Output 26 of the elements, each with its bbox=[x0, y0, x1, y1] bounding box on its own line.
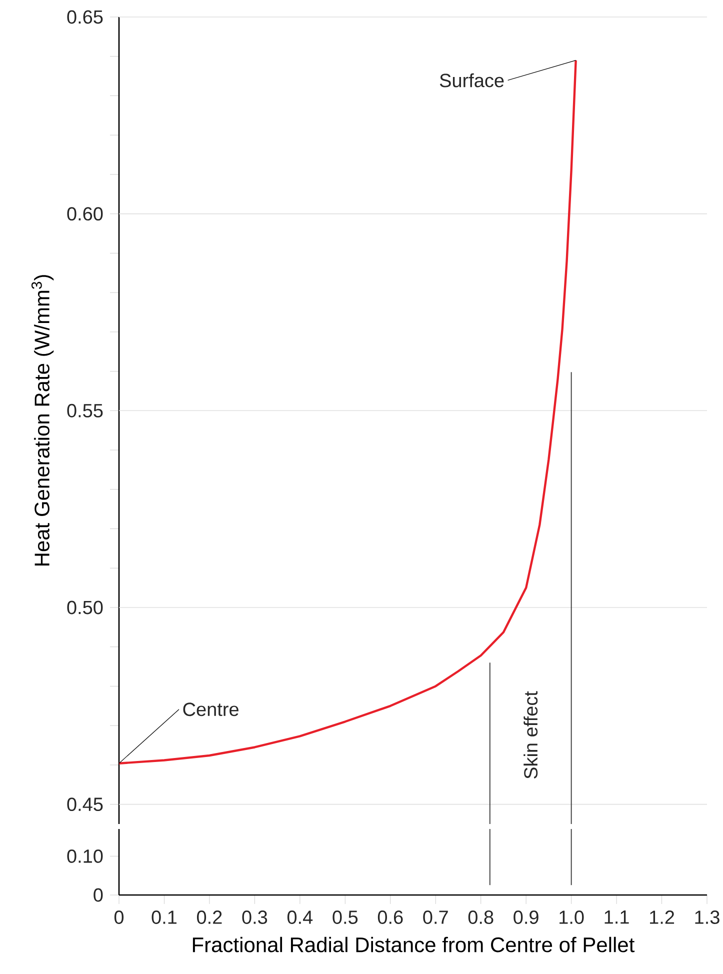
x-tick-label: 1.2 bbox=[650, 910, 674, 924]
x-tick-label: 0.4 bbox=[287, 910, 313, 924]
x-axis-title: Fractional Radial Distance from Centre of Pellet bbox=[192, 936, 635, 952]
y-tick-label: 0.10 bbox=[67, 849, 103, 863]
x-tick-label: 0.1 bbox=[152, 910, 176, 924]
x-tick-label: 0.6 bbox=[378, 910, 403, 924]
x-tick-label: 1.1 bbox=[604, 910, 629, 924]
x-tick-label: 0.5 bbox=[332, 910, 358, 924]
x-tick-label: 0.7 bbox=[423, 910, 448, 924]
y-tick-label: 0.45 bbox=[67, 798, 103, 812]
x-tick-label: 0.3 bbox=[242, 910, 268, 924]
y-tick-label: 0.50 bbox=[67, 600, 103, 614]
x-tick-label: 1.3 bbox=[695, 910, 720, 924]
annotation: Centre bbox=[183, 702, 238, 716]
annotation: Skin effect bbox=[524, 691, 538, 779]
y-tick-label: 0.60 bbox=[67, 207, 103, 221]
x-tick-label: 0.9 bbox=[514, 910, 538, 924]
x-tick-label: 0.8 bbox=[468, 910, 494, 924]
x-tick-label: 0 bbox=[114, 910, 124, 924]
y-tick-label: 0.55 bbox=[67, 404, 103, 418]
y-axis-title: Heat Generation Rate (W/mm$^{3}$) bbox=[31, 275, 54, 566]
x-tick-label: 1.0 bbox=[560, 910, 584, 924]
y-tick-label: 0 bbox=[94, 888, 103, 902]
y-tick-label: 0.65 bbox=[67, 10, 103, 24]
x-tick-label: 0.2 bbox=[196, 910, 222, 924]
annotation: Surface bbox=[440, 73, 504, 88]
